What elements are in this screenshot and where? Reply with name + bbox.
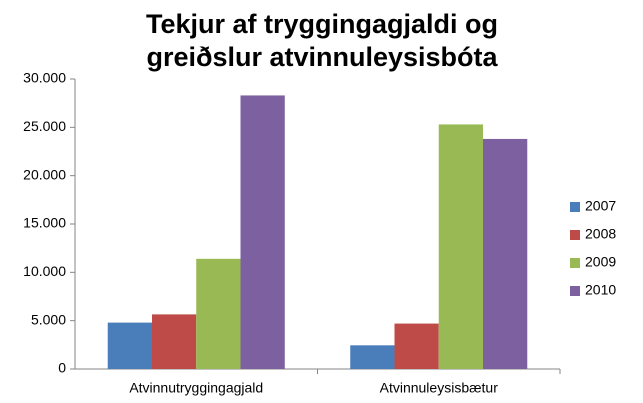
y-tick-label: 30.000 [23, 70, 66, 86]
y-tick-label: 15.000 [23, 215, 66, 231]
y-tick-label: 25.000 [23, 118, 66, 134]
y-tick-label: 10.000 [23, 263, 66, 279]
x-tick-label: Atvinnuleysisbætur [380, 380, 499, 396]
legend-label: 2009 [585, 254, 616, 270]
legend-swatch [570, 230, 580, 240]
bar [394, 323, 439, 369]
legend-swatch [570, 258, 580, 268]
bar [151, 314, 197, 369]
legend-label: 2007 [585, 198, 616, 214]
chart-title: greiðslur atvinnuleysisbóta [146, 42, 498, 72]
legend-label: 2010 [585, 282, 616, 298]
y-tick-label: 20.000 [23, 166, 66, 182]
bar [196, 258, 241, 369]
x-tick-label: Atvinnutryggingagjald [129, 380, 263, 396]
chart-title: Tekjur af tryggingagjaldi og [146, 9, 498, 39]
y-tick-label: 0 [58, 360, 66, 376]
bar [107, 322, 152, 369]
y-tick-label: 5.000 [31, 311, 66, 327]
legend-swatch [570, 202, 580, 212]
legend-swatch [570, 286, 580, 296]
bar [438, 124, 484, 369]
legend-label: 2008 [585, 226, 616, 242]
bar [240, 95, 285, 369]
bar [350, 345, 395, 369]
bar [483, 138, 528, 369]
